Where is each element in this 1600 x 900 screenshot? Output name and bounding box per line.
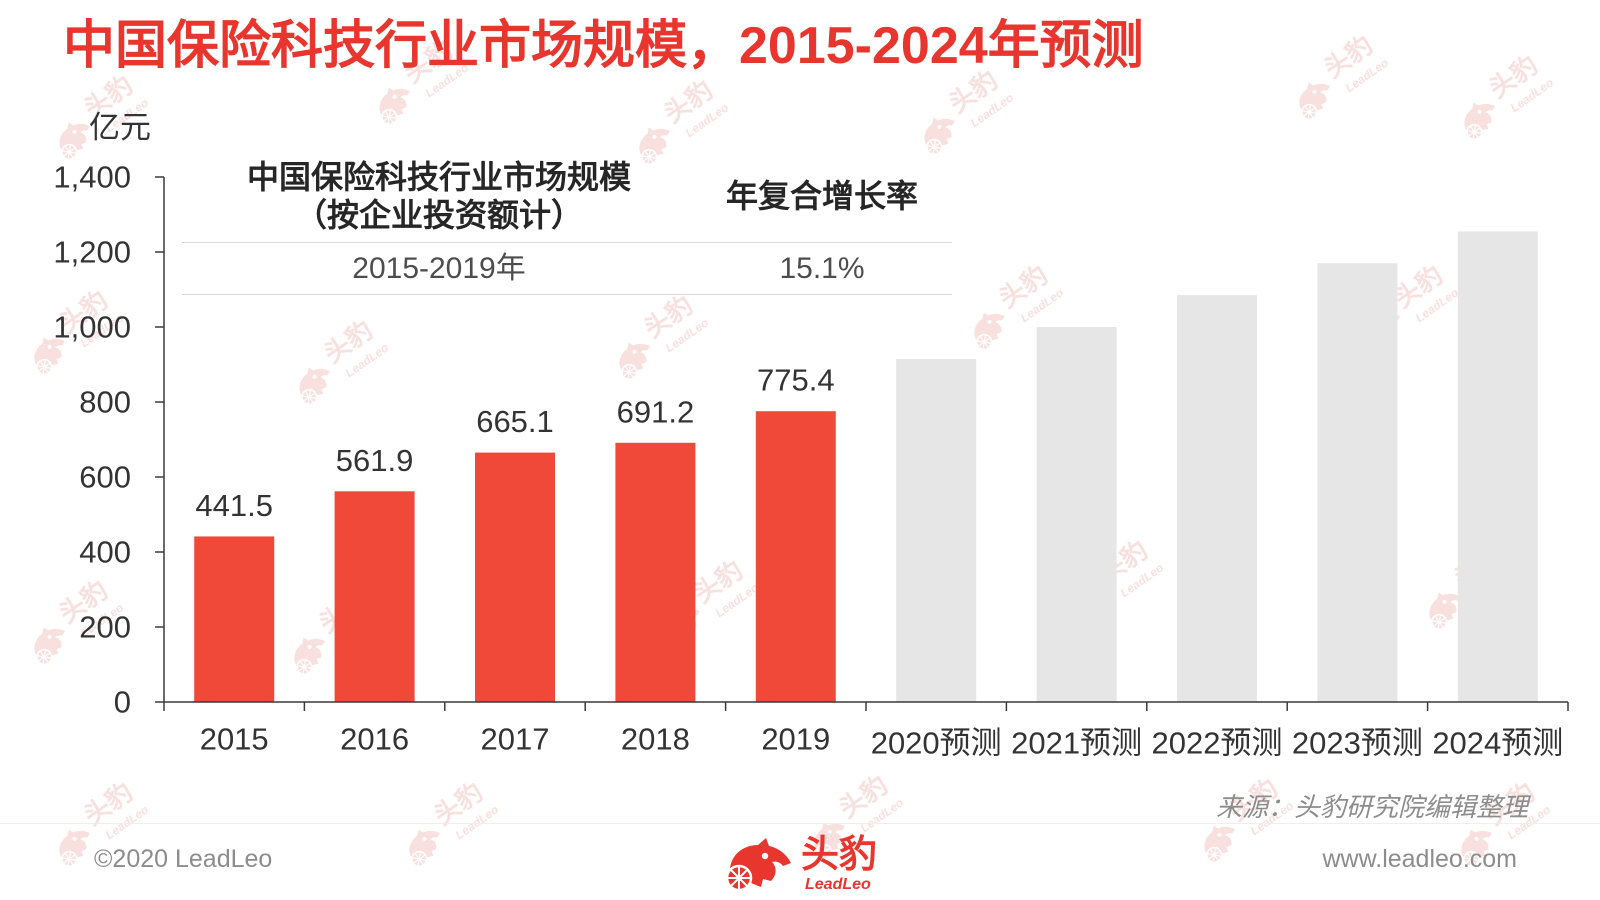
x-tick-label-2019: 2019 <box>761 722 830 757</box>
table-divider <box>182 294 952 295</box>
x-tick-label-2023: 2023预测 <box>1292 726 1423 761</box>
y-axis-unit-label: 亿元 <box>89 110 151 145</box>
forecast-bar-2020 <box>896 358 977 702</box>
y-tick-label-1200: 1,200 <box>53 235 131 270</box>
x-tick-label-2020: 2020预测 <box>871 726 1002 761</box>
x-tick-label-2015: 2015 <box>200 722 269 757</box>
x-tick-label-2016: 2016 <box>340 722 409 757</box>
data-label-2016: 561.9 <box>336 443 414 478</box>
cagr-summary-table: 中国保险科技行业市场规模 （按企业投资额计） 年复合增长率 2015-2019年… <box>182 150 952 296</box>
y-tick-label-800: 800 <box>79 385 131 420</box>
table-cell-period: 2015-2019年 <box>352 252 526 285</box>
y-tick-label-600: 600 <box>79 460 131 495</box>
leopard-logo-icon <box>725 838 791 892</box>
brand-logo: 头豹 LeadLeo <box>722 832 882 896</box>
x-tick-label-2021: 2021预测 <box>1011 726 1142 761</box>
x-tick-label-2017: 2017 <box>481 722 550 757</box>
x-tick-label-2018: 2018 <box>621 722 690 757</box>
forecast-bar-2024 <box>1457 231 1538 702</box>
logo-name-en: LeadLeo <box>805 876 871 893</box>
data-label-2017: 665.1 <box>476 404 554 439</box>
table-header-cagr: 年复合增长率 <box>725 178 918 214</box>
table-divider <box>182 242 952 243</box>
source-note: 来源：头豹研究院编辑整理 <box>1215 792 1528 822</box>
bar-2017 <box>475 452 555 702</box>
forecast-bar-2021 <box>1036 327 1117 702</box>
page-title: 中国保险科技行业市场规模，2015-2024年预测 <box>63 17 1144 75</box>
y-tick-label-1000: 1,000 <box>53 310 131 345</box>
forecast-bar-2023 <box>1317 263 1398 702</box>
table-header-metric-line1: 中国保险科技行业市场规模 <box>246 159 631 195</box>
website-text: www.leadleo.com <box>1322 845 1517 873</box>
y-tick-label-400: 400 <box>79 535 131 570</box>
y-tick-label-1400: 1,400 <box>53 160 131 195</box>
x-tick-label-2022: 2022预测 <box>1152 726 1283 761</box>
footer-divider <box>0 823 1600 824</box>
copyright-text: ©2020 LeadLeo <box>94 845 273 873</box>
bar-2019 <box>755 411 836 702</box>
data-label-2015: 441.5 <box>195 488 273 523</box>
logo-name-cn: 头豹 <box>801 834 878 876</box>
y-tick-label-0: 0 <box>114 685 131 720</box>
data-label-2019: 775.4 <box>757 363 835 398</box>
table-header-metric-line2: （按企业投资额计） <box>294 197 583 233</box>
data-label-2018: 691.2 <box>617 394 695 429</box>
y-tick-label-200: 200 <box>79 610 131 645</box>
x-tick-label-2024: 2024预测 <box>1432 726 1563 761</box>
table-cell-cagr: 15.1% <box>779 252 865 285</box>
bar-2015 <box>194 536 275 702</box>
table-header-metric: 中国保险科技行业市场规模 （按企业投资额计） <box>182 158 696 234</box>
bar-2018 <box>615 442 696 702</box>
forecast-bar-2022 <box>1177 295 1257 702</box>
bar-2016 <box>334 491 415 702</box>
